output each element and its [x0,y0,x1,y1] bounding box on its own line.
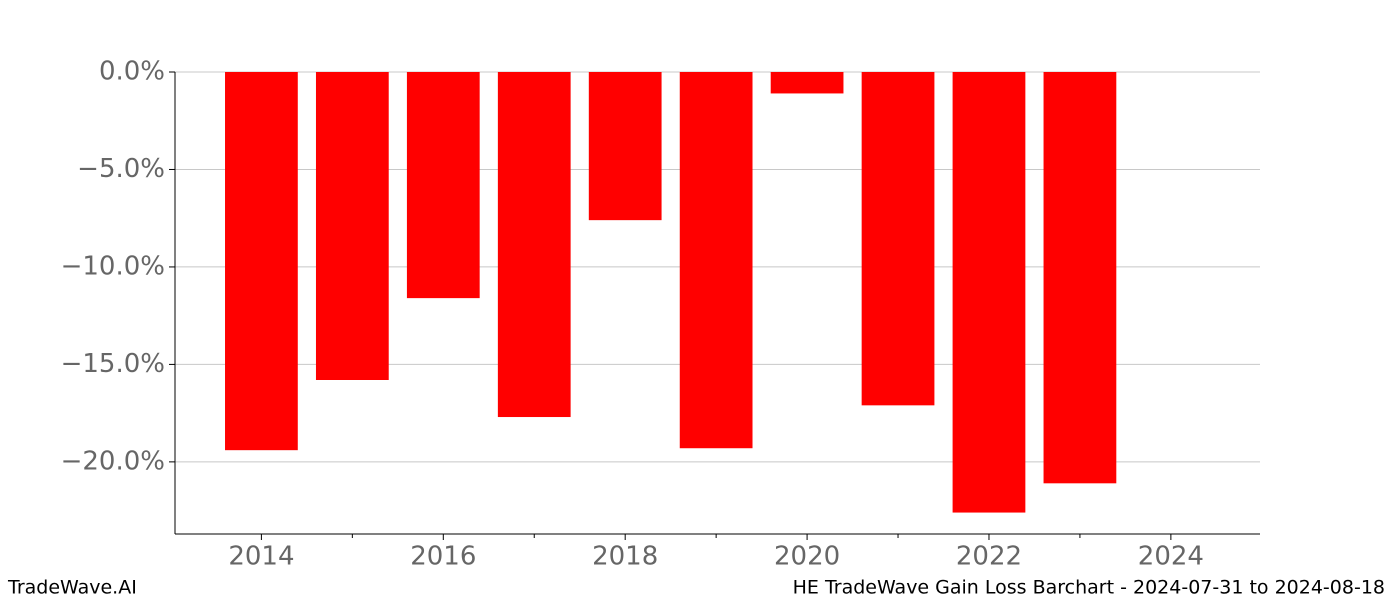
x-tick-label: 2014 [228,542,294,572]
x-tick-label: 2024 [1138,542,1204,572]
y-tick-label: −15.0% [61,349,165,379]
y-tick-label: −5.0% [77,154,165,184]
bar [588,72,662,221]
x-tick-label: 2020 [774,542,840,572]
y-tick-label: 0.0% [99,57,165,87]
bar [315,72,389,380]
footer-right: HE TradeWave Gain Loss Barchart - 2024-0… [793,577,1385,599]
x-tick-label: 2022 [956,542,1022,572]
x-tick-label: 2018 [592,542,658,572]
bar [225,72,298,451]
y-tick-label: −10.0% [61,251,165,281]
bar [952,72,1026,513]
bar [679,72,753,449]
bar [497,72,571,418]
bar [770,72,844,94]
x-tick-label: 2016 [410,542,476,572]
bar [406,72,480,299]
footer-left: TradeWave.AI [7,577,137,599]
bar [1043,72,1117,484]
y-tick-label: −20.0% [61,446,165,476]
bar [861,72,935,406]
